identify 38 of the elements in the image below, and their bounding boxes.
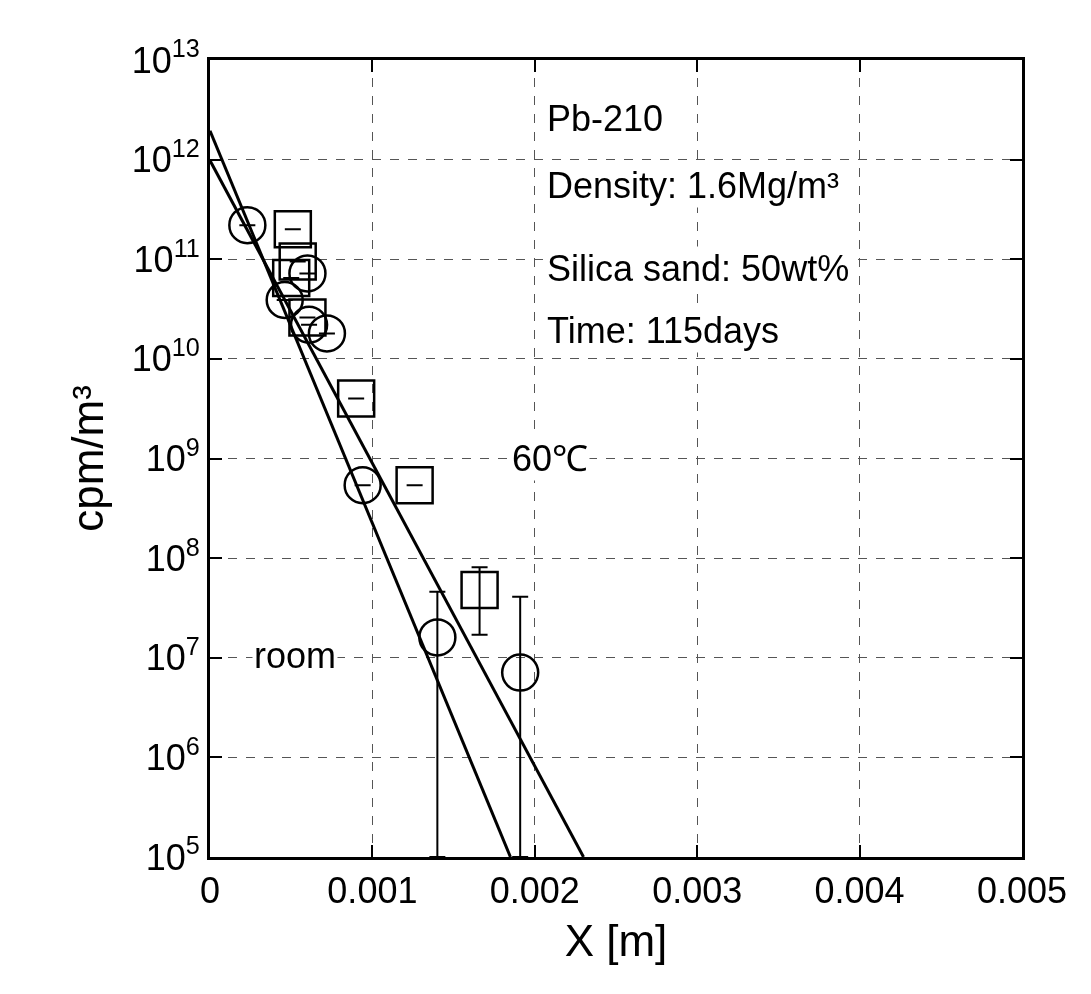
y-tick-label: 10$^{8}$ bbox=[145, 532, 200, 579]
point bbox=[288, 254, 327, 293]
x-tick-label: 0.004 bbox=[814, 870, 905, 912]
annotation: Silica sand: 50wt% bbox=[547, 248, 850, 289]
point bbox=[343, 465, 382, 505]
x-axis-title: X [m] bbox=[564, 915, 668, 965]
y-tick-label: 10$^{5}$ bbox=[145, 831, 200, 878]
point bbox=[418, 618, 457, 657]
point bbox=[500, 653, 540, 692]
point bbox=[460, 570, 499, 610]
point bbox=[336, 379, 376, 418]
annotation: Density: 1.6Mg/m³ bbox=[547, 165, 840, 206]
annotation: Time: 115days bbox=[547, 310, 780, 351]
y-tick-label: 10$^{7}$ bbox=[145, 632, 200, 679]
point bbox=[395, 465, 434, 505]
annotation: Pb-210 bbox=[547, 98, 664, 139]
point bbox=[228, 205, 267, 245]
x-tick-label: 0.001 bbox=[327, 870, 418, 912]
y-tick-label: 10$^{10}$ bbox=[131, 333, 200, 380]
y-tick-label: 10$^{12}$ bbox=[131, 134, 200, 181]
x-tick-label: 0.003 bbox=[652, 870, 743, 912]
annotation: room bbox=[254, 635, 337, 676]
y-tick-label: 10$^{9}$ bbox=[145, 432, 200, 480]
y-tick-label: 10$^{13}$ bbox=[131, 34, 200, 81]
point bbox=[289, 305, 329, 344]
y-axis-title: cpm/m³ bbox=[62, 385, 112, 532]
x-tick-label: 0.002 bbox=[489, 870, 580, 912]
point bbox=[265, 280, 304, 320]
x-tick-label: 0.005 bbox=[976, 870, 1068, 912]
point bbox=[271, 258, 311, 298]
point bbox=[278, 242, 317, 281]
point bbox=[307, 314, 347, 353]
point bbox=[273, 210, 313, 249]
y-tick-label: 10$^{11}$ bbox=[133, 233, 200, 280]
y-tick-label: 10$^{6}$ bbox=[145, 731, 200, 778]
annotation: 60℃ bbox=[512, 438, 589, 479]
x-tick-label: 0 bbox=[199, 870, 221, 912]
point bbox=[288, 298, 327, 337]
